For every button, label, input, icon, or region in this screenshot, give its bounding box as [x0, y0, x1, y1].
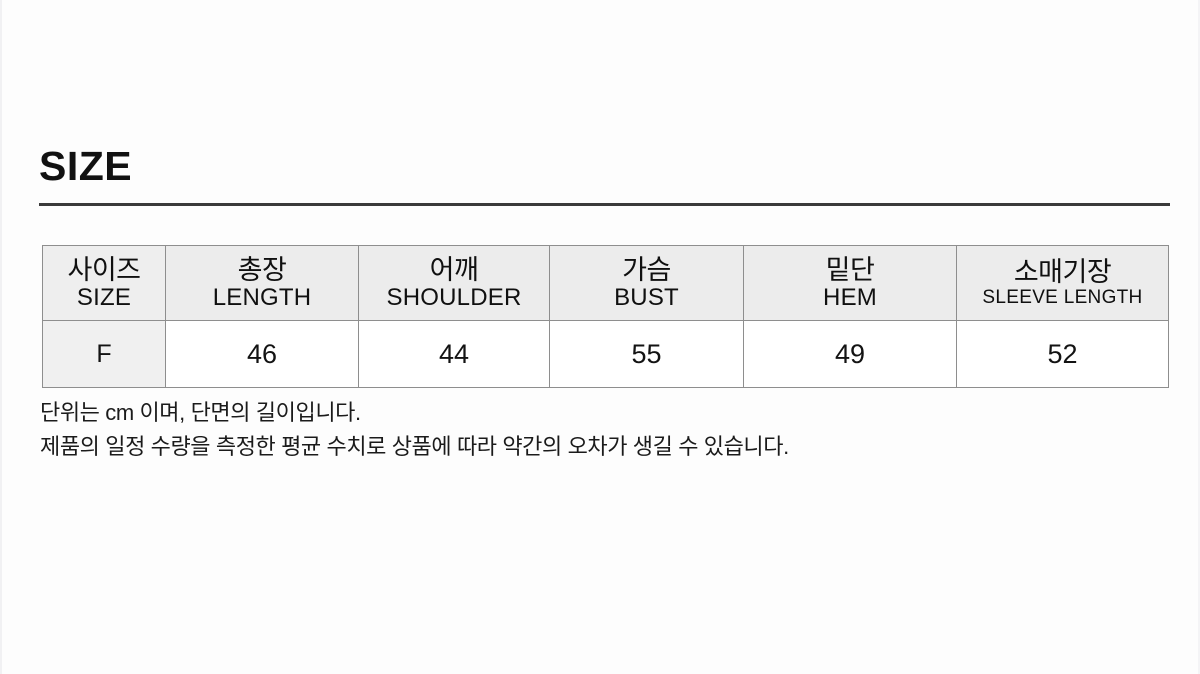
- cell-bust: 55: [549, 320, 744, 388]
- cell-hem: 49: [743, 320, 957, 388]
- column-header-length: 총장 LENGTH: [165, 245, 359, 321]
- column-header-hem-en: HEM: [823, 284, 877, 311]
- cell-sleeve-length: 52: [956, 320, 1169, 388]
- cell-length: 46: [165, 320, 359, 388]
- column-header-bust-kr: 가슴: [622, 255, 671, 285]
- column-header-shoulder: 어깨 SHOULDER: [358, 245, 550, 321]
- table-header: 사이즈 SIZE 총장 LENGTH 어깨 SHOULDER 가슴 BUST: [42, 245, 1169, 321]
- cell-size: F: [42, 320, 166, 388]
- column-header-size-kr: 사이즈: [67, 255, 141, 285]
- size-table: 사이즈 SIZE 총장 LENGTH 어깨 SHOULDER 가슴 BUST: [42, 245, 1169, 388]
- column-header-bust-en: BUST: [614, 284, 679, 311]
- cell-shoulder: 44: [358, 320, 550, 388]
- column-header-hem: 밑단 HEM: [743, 245, 957, 321]
- column-header-length-en: LENGTH: [212, 284, 312, 311]
- table-row: F 46 44 55 49 52: [42, 320, 1169, 388]
- column-header-hem-kr: 밑단: [825, 255, 875, 285]
- note-tolerance-line: 제품의 일정 수량을 측정한 평균 수치로 상품에 따라 약간의 오차가 생길 …: [40, 434, 789, 459]
- column-header-sleeve-length-kr: 소매기장: [1013, 257, 1112, 287]
- column-header-size: 사이즈 SIZE: [42, 245, 166, 321]
- size-notes: 단위는 cm 이며, 단면의 길이입니다. 제품의 일정 수량을 측정한 평균 …: [40, 396, 1170, 464]
- column-header-sleeve-length: 소매기장 SLEEVE LENGTH: [956, 245, 1169, 321]
- table-body: F 46 44 55 49 52: [42, 320, 1169, 388]
- page-title: SIZE: [39, 143, 133, 189]
- column-header-length-kr: 총장: [237, 255, 287, 285]
- column-header-bust: 가슴 BUST: [549, 245, 744, 321]
- title-block: SIZE: [39, 146, 1170, 206]
- table-header-row: 사이즈 SIZE 총장 LENGTH 어깨 SHOULDER 가슴 BUST: [42, 245, 1169, 321]
- note-unit-line: 단위는 cm 이며, 단면의 길이입니다.: [40, 400, 361, 425]
- column-header-size-en: SIZE: [76, 284, 132, 311]
- size-table-container: 사이즈 SIZE 총장 LENGTH 어깨 SHOULDER 가슴 BUST: [42, 245, 1169, 388]
- column-header-sleeve-length-en: SLEEVE LENGTH: [982, 287, 1143, 308]
- title-divider: [39, 203, 1170, 206]
- column-header-shoulder-kr: 어깨: [429, 255, 479, 285]
- column-header-shoulder-en: SHOULDER: [386, 284, 522, 311]
